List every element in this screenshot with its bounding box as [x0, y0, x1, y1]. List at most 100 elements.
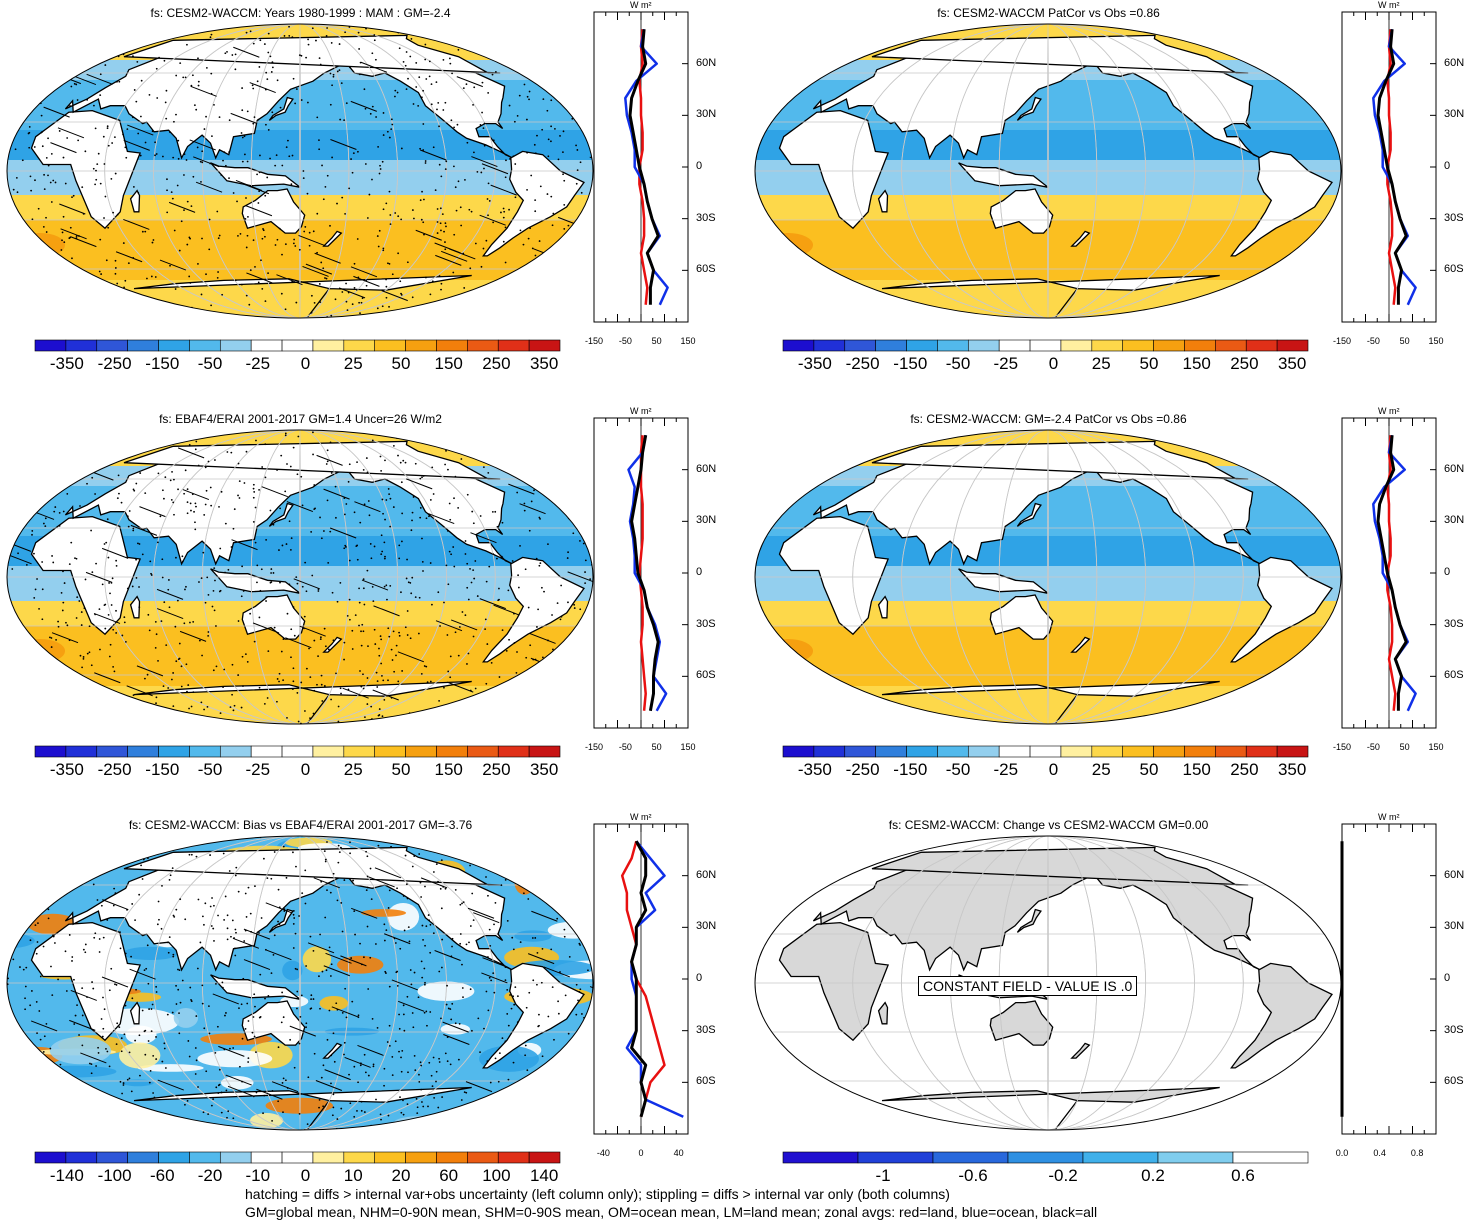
stipple-dot	[75, 557, 78, 560]
stipple-dot	[110, 1128, 113, 1130]
stipple-dot	[445, 1003, 448, 1006]
stipple-dot	[540, 586, 543, 589]
stipple-dot	[503, 58, 506, 61]
stipple-dot	[168, 307, 171, 310]
stipple-dot	[461, 963, 463, 966]
stipple-dot	[234, 947, 236, 950]
stipple-dot	[566, 490, 569, 493]
stipple-dot	[377, 145, 380, 148]
stipple-dot	[145, 967, 148, 970]
stipple-dot	[382, 679, 385, 682]
stipple-dot	[486, 956, 489, 958]
stipple-dot	[70, 541, 73, 544]
stipple-dot	[238, 1007, 240, 1010]
zonal-unit-label: W m²	[1378, 406, 1400, 416]
stipple-dot	[359, 942, 361, 945]
stipple-dot	[73, 82, 76, 85]
stipple-dot	[449, 518, 452, 521]
stipple-dot	[565, 912, 568, 915]
stipple-dot	[353, 1115, 356, 1118]
stipple-dot	[52, 561, 55, 564]
stipple-dot	[185, 159, 188, 161]
bias-patch	[282, 960, 303, 981]
stipple-dot	[529, 301, 531, 304]
stipple-dot	[195, 1128, 197, 1130]
stipple-dot	[418, 1080, 421, 1083]
stipple-dot	[307, 38, 309, 41]
stipple-dot	[319, 933, 322, 936]
colorbar-swatch	[281, 745, 314, 758]
zonal-band	[7, 280, 593, 318]
bias-patch	[454, 1036, 494, 1056]
stipple-dot	[520, 301, 523, 303]
stipple-dot	[106, 125, 109, 128]
stipple-dot	[580, 288, 583, 291]
stipple-dot	[445, 160, 448, 163]
stipple-dot	[17, 63, 19, 65]
stipple-dot	[203, 1027, 206, 1030]
colorbar-swatch	[281, 1151, 314, 1164]
stipple-dot	[16, 94, 19, 97]
stipple-dot	[23, 265, 26, 268]
stipple-dot	[261, 287, 264, 290]
stipple-dot	[579, 161, 582, 164]
stipple-dot	[349, 841, 351, 844]
stipple-dot	[195, 1059, 198, 1062]
colorbar-label: -250	[845, 760, 880, 779]
stipple-dot	[422, 1105, 425, 1108]
stipple-dot	[527, 237, 530, 240]
stipple-dot	[108, 655, 111, 658]
stipple-dot	[132, 488, 135, 491]
footer-line-1: hatching = diffs > internal var+obs unce…	[245, 1186, 950, 1202]
stipple-dot	[56, 472, 59, 475]
hatch-line	[360, 61, 388, 73]
stipple-dot	[48, 277, 51, 280]
hatch-line	[420, 149, 447, 161]
stipple-dot	[19, 928, 22, 931]
stipple-dot	[258, 171, 261, 174]
stipple-dot	[523, 502, 526, 505]
stipple-dot	[553, 1038, 555, 1041]
land-africa	[778, 515, 890, 636]
stipple-dot	[202, 551, 205, 554]
stipple-dot	[112, 211, 115, 214]
stipple-dot	[41, 434, 44, 437]
stipple-dot	[489, 434, 492, 437]
constant-field-label: CONSTANT FIELD - VALUE IS .0	[918, 976, 1138, 996]
stipple-dot	[190, 705, 193, 708]
stipple-dot	[167, 687, 170, 689]
stipple-dot	[103, 217, 105, 219]
stipple-dot	[200, 701, 203, 704]
stipple-dot	[220, 1111, 223, 1114]
stipple-dot	[456, 709, 459, 712]
stipple-dot	[281, 164, 284, 167]
stipple-dot	[579, 713, 582, 716]
stipple-dot	[7, 482, 10, 485]
stipple-dot	[62, 705, 65, 708]
stipple-dot	[251, 84, 254, 87]
stipple-dot	[140, 864, 142, 867]
stipple-dot	[232, 1117, 235, 1120]
stipple-dot	[389, 214, 392, 216]
stipple-dot	[420, 218, 423, 221]
stipple-dot	[364, 716, 366, 719]
stipple-dot	[68, 700, 71, 703]
stipple-dot	[398, 47, 401, 50]
stipple-dot	[149, 560, 152, 563]
stipple-dot	[195, 505, 197, 508]
stipple-dot	[243, 135, 246, 138]
stipple-dot	[24, 1076, 27, 1079]
stipple-dot	[294, 967, 297, 970]
stipple-dot	[138, 718, 141, 721]
hatch-line	[353, 275, 380, 287]
stipple-dot	[528, 268, 530, 271]
stipple-dot	[155, 1036, 157, 1038]
colorbar-swatch	[528, 339, 561, 352]
zonal-unit-label: W m²	[1378, 812, 1400, 822]
stipple-dot	[269, 509, 272, 512]
stipple-dot	[567, 308, 570, 310]
stipple-dot	[152, 1054, 155, 1057]
stipple-dot	[10, 715, 13, 718]
stipple-dot	[212, 1131, 214, 1133]
stipple-dot	[3, 519, 5, 521]
